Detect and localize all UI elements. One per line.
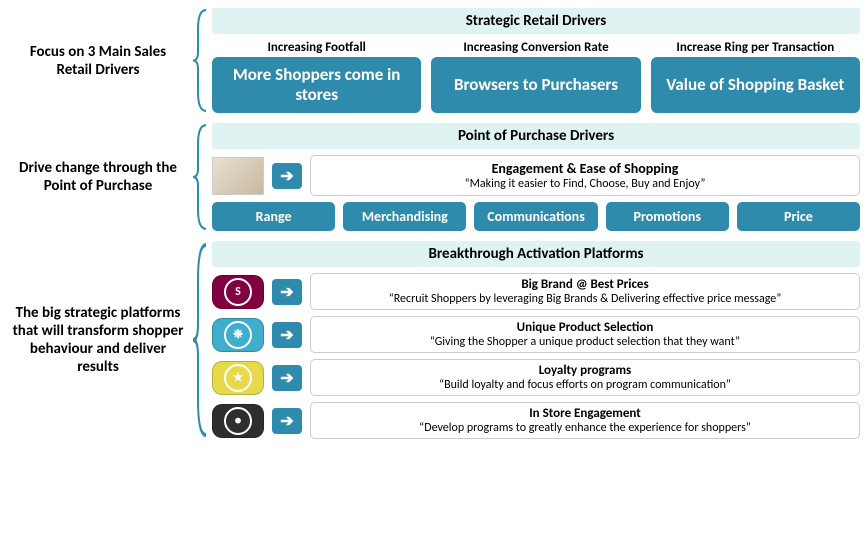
pillar: Communications	[474, 202, 597, 231]
platform-title: In Store Engagement	[319, 406, 851, 421]
platform-row: ❉ ➔ Unique Product Selection “Giving the…	[212, 316, 860, 353]
brace-icon	[192, 241, 208, 439]
pillar: Range	[212, 202, 335, 231]
platform-box: Unique Product Selection “Giving the Sho…	[310, 316, 860, 353]
platform-sub: “Recruit Shoppers by leveraging Big Bran…	[319, 292, 851, 306]
engagement-sub: “Making it easier to Find, Choose, Buy a…	[319, 177, 851, 191]
platform-sub: “Develop programs to greatly enhance the…	[319, 421, 851, 435]
pillar: Merchandising	[343, 202, 466, 231]
arrow-icon: ➔	[272, 408, 302, 434]
driver-sublabel: Increasing Conversion Rate	[463, 40, 608, 55]
section2-header: Point of Purchase Drivers	[212, 123, 860, 149]
platform-sub: “Giving the Shopper a unique product sel…	[319, 335, 851, 349]
store-photo-icon	[212, 157, 264, 195]
section3-label: The big strategic platforms that will tr…	[8, 241, 188, 439]
section2-content: Point of Purchase Drivers ➔ Engagement &…	[212, 123, 860, 231]
section-strategic-drivers: Focus on 3 Main Sales Retail Drivers Str…	[8, 8, 860, 113]
driver-item: Increasing Conversion Rate Browsers to P…	[431, 40, 640, 113]
platform-box: Big Brand @ Best Prices “Recruit Shopper…	[310, 273, 860, 310]
engagement-title: Engagement & Ease of Shopping	[319, 160, 851, 177]
arrow-icon: ➔	[272, 365, 302, 391]
driver-item: Increase Ring per Transaction Value of S…	[651, 40, 860, 113]
driver-sublabel: Increase Ring per Transaction	[676, 40, 834, 55]
platform-row: S ➔ Big Brand @ Best Prices “Recruit Sho…	[212, 273, 860, 310]
section3-content: Breakthrough Activation Platforms S ➔ Bi…	[212, 241, 860, 439]
platform-title: Loyalty programs	[319, 363, 851, 378]
driver-box: Browsers to Purchasers	[431, 57, 640, 113]
platform-box: Loyalty programs “Build loyalty and focu…	[310, 359, 860, 396]
platform-title: Unique Product Selection	[319, 320, 851, 335]
platform-icon: ❉	[212, 318, 264, 352]
section3-header: Breakthrough Activation Platforms	[212, 241, 860, 267]
platform-icon: ★	[212, 361, 264, 395]
platform-row: ★ ➔ Loyalty programs “Build loyalty and …	[212, 359, 860, 396]
brace-icon	[192, 8, 208, 113]
engagement-row: ➔ Engagement & Ease of Shopping “Making …	[212, 155, 860, 196]
section1-label: Focus on 3 Main Sales Retail Drivers	[8, 8, 188, 113]
section1-header: Strategic Retail Drivers	[212, 8, 860, 34]
diagram-container: Focus on 3 Main Sales Retail Drivers Str…	[8, 8, 860, 439]
pillar-row: Range Merchandising Communications Promo…	[212, 202, 860, 231]
platform-sub: “Build loyalty and focus efforts on prog…	[319, 378, 851, 392]
arrow-icon: ➔	[272, 163, 302, 189]
driver-item: Increasing Footfall More Shoppers come i…	[212, 40, 421, 113]
platform-row: ● ➔ In Store Engagement “Develop program…	[212, 402, 860, 439]
driver-box: Value of Shopping Basket	[651, 57, 860, 113]
platform-icon: S	[212, 275, 264, 309]
platform-title: Big Brand @ Best Prices	[319, 277, 851, 292]
platform-box: In Store Engagement “Develop programs to…	[310, 402, 860, 439]
platform-icon: ●	[212, 404, 264, 438]
section2-label: Drive change through the Point of Purcha…	[8, 123, 188, 231]
arrow-icon: ➔	[272, 322, 302, 348]
brace-icon	[192, 123, 208, 231]
pillar: Promotions	[606, 202, 729, 231]
section1-content: Strategic Retail Drivers Increasing Foot…	[212, 8, 860, 113]
section-pop-drivers: Drive change through the Point of Purcha…	[8, 123, 860, 231]
driver-sublabel: Increasing Footfall	[267, 40, 365, 55]
section-activation-platforms: The big strategic platforms that will tr…	[8, 241, 860, 439]
arrow-icon: ➔	[272, 279, 302, 305]
driver-box: More Shoppers come in stores	[212, 57, 421, 113]
pillar: Price	[737, 202, 860, 231]
engagement-box: Engagement & Ease of Shopping “Making it…	[310, 155, 860, 196]
driver-row: Increasing Footfall More Shoppers come i…	[212, 40, 860, 113]
